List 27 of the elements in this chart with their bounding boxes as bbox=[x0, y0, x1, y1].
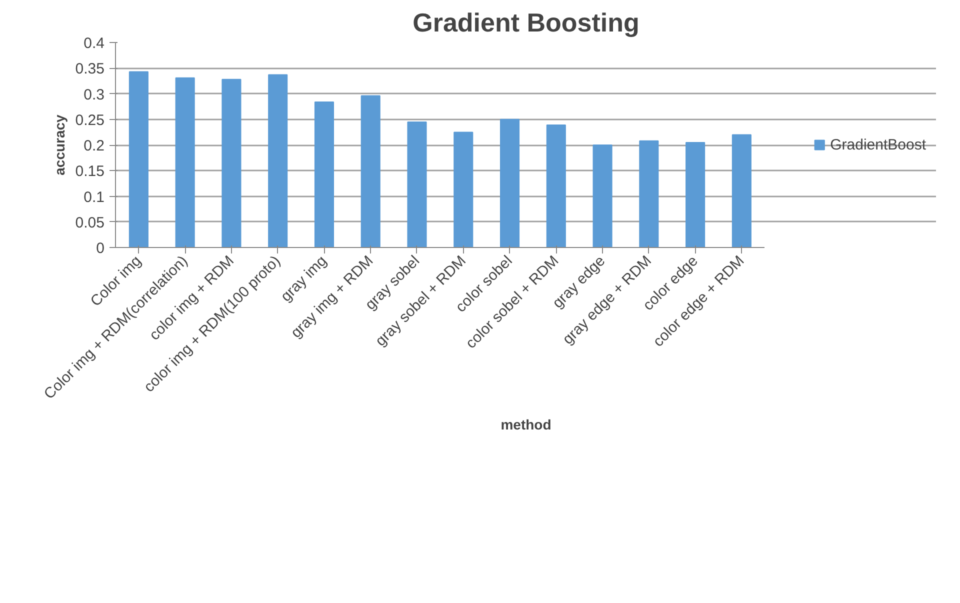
y-tick-label: 0 bbox=[96, 240, 104, 257]
bar bbox=[500, 118, 520, 248]
y-axis-title: accuracy bbox=[51, 114, 68, 176]
bar bbox=[546, 124, 566, 248]
y-tick-label: 0.25 bbox=[75, 112, 105, 129]
bar bbox=[454, 132, 474, 248]
y-tick-label: 0.05 bbox=[75, 214, 105, 232]
bar bbox=[175, 77, 195, 248]
bar bbox=[592, 144, 612, 248]
bar bbox=[686, 142, 706, 248]
bar bbox=[128, 71, 148, 248]
bar bbox=[222, 78, 242, 248]
x-axis-title: method bbox=[500, 416, 552, 433]
y-tick-label: 0.15 bbox=[75, 163, 105, 180]
y-tick-label: 0.2 bbox=[84, 138, 105, 154]
y-tick-label: 0.35 bbox=[75, 60, 105, 78]
bar bbox=[360, 95, 380, 248]
y-tick-label: 0.4 bbox=[84, 35, 105, 52]
y-tick-label: 0.1 bbox=[84, 188, 105, 206]
bar bbox=[407, 121, 427, 248]
bar bbox=[732, 134, 752, 248]
bar bbox=[268, 74, 288, 248]
bar bbox=[639, 140, 659, 248]
legend-label: GradientBoost bbox=[830, 136, 926, 153]
chart-title: Gradient Boosting bbox=[412, 8, 640, 38]
y-tick-label: 0.3 bbox=[84, 86, 105, 104]
bar bbox=[314, 101, 334, 248]
